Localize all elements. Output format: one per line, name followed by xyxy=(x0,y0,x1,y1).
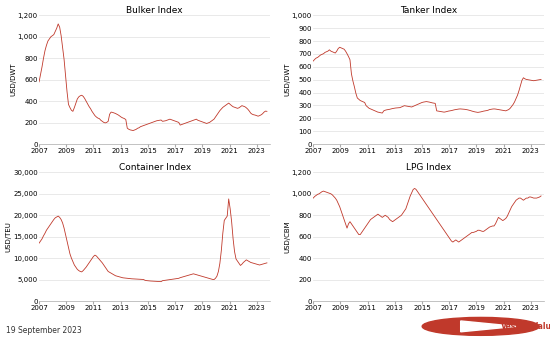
Title: Container Index: Container Index xyxy=(119,162,191,172)
Title: LPG Index: LPG Index xyxy=(406,162,452,172)
Y-axis label: USD/TEU: USD/TEU xyxy=(6,221,12,252)
Circle shape xyxy=(422,317,539,335)
Y-axis label: USD/CBM: USD/CBM xyxy=(284,220,290,253)
Text: 19 September 2023: 19 September 2023 xyxy=(6,326,81,335)
Y-axis label: USD/DWT: USD/DWT xyxy=(284,63,290,96)
Title: Tanker Index: Tanker Index xyxy=(400,5,458,14)
Title: Bulker Index: Bulker Index xyxy=(126,5,183,14)
Text: VesselsValue: VesselsValue xyxy=(500,322,550,331)
Polygon shape xyxy=(461,321,516,332)
Y-axis label: USD/DWT: USD/DWT xyxy=(10,63,16,96)
